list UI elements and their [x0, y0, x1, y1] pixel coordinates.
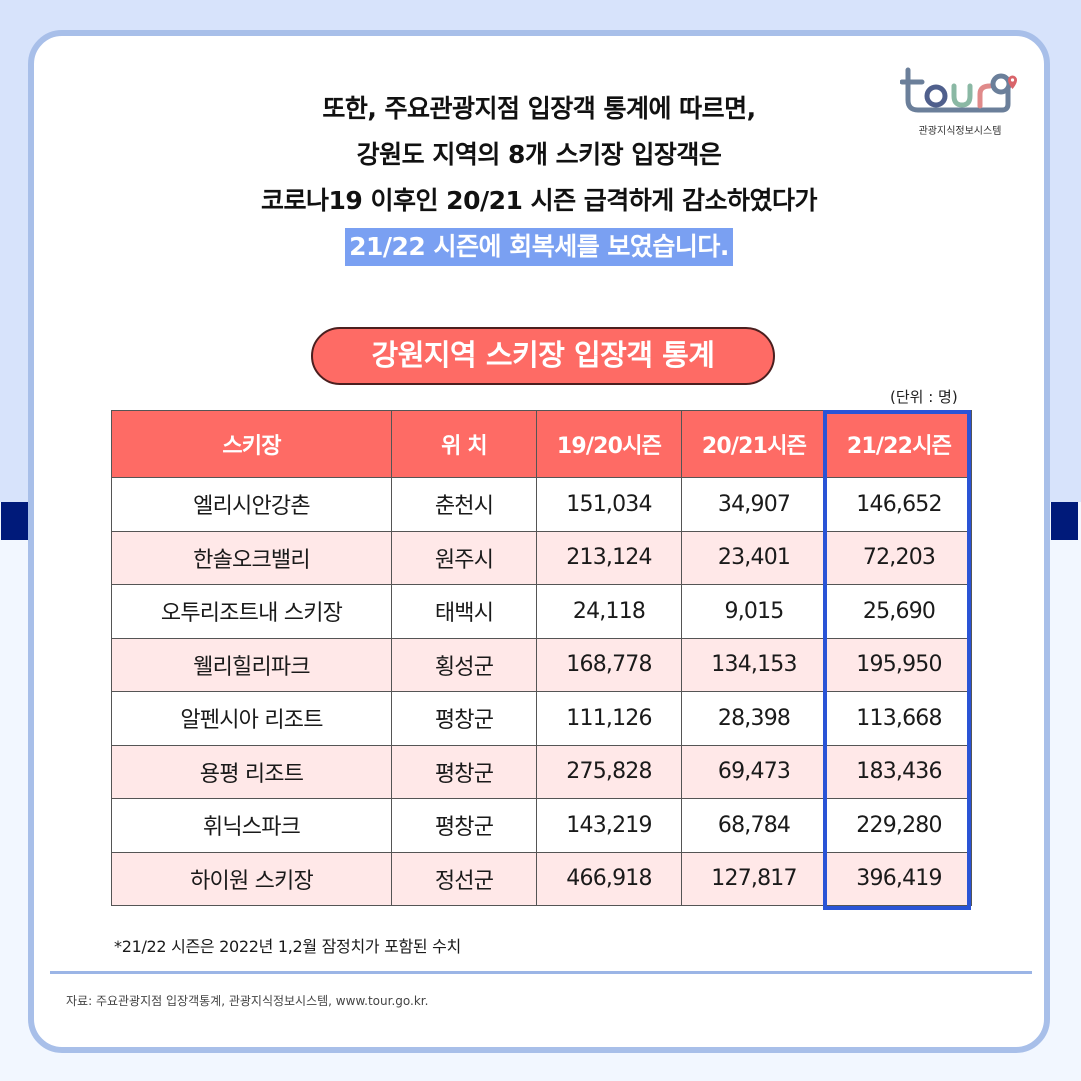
- ski-resort-table: 스키장 위 치 19/20시즌 20/21시즌 21/22시즌 엘리시안강촌 춘…: [111, 410, 972, 906]
- cell-resort: 휘닉스파크: [111, 798, 392, 853]
- cell-21-22: 72,203: [826, 530, 972, 585]
- cell-resort: 하이원 스키장: [111, 851, 392, 906]
- header-season-19-20: 19/20시즌: [536, 410, 682, 478]
- header-location: 위 치: [391, 410, 537, 478]
- headline-highlight: 21/22 시즌에 회복세를 보였습니다.: [345, 228, 733, 266]
- footnote: *21/22 시즌은 2022년 1,2월 잠정치가 포함된 수치: [114, 937, 461, 956]
- cell-19-20: 275,828: [536, 744, 682, 799]
- cell-19-20: 24,118: [536, 584, 682, 639]
- cell-19-20: 168,778: [536, 637, 682, 692]
- headline-line-1: 또한, 주요관광지점 입장객 통계에 따르면,: [322, 94, 756, 123]
- section-title-pill: 강원지역 스키장 입장객 통계: [311, 327, 775, 385]
- cell-location: 태백시: [391, 584, 537, 639]
- left-side-block: [1, 502, 28, 540]
- headline: 또한, 주요관광지점 입장객 통계에 따르면, 강원도 지역의 8개 스키장 입…: [34, 86, 1044, 270]
- tour9-logo-icon: [899, 67, 1017, 113]
- headline-line-2: 강원도 지역의 8개 스키장 입장객은: [356, 140, 722, 169]
- tour9-logo: 관광지식정보시스템: [899, 60, 1020, 140]
- cell-20-21: 134,153: [681, 637, 827, 692]
- content-card: 관광지식정보시스템 또한, 주요관광지점 입장객 통계에 따르면, 강원도 지역…: [28, 30, 1050, 1053]
- table-header-row: 스키장 위 치 19/20시즌 20/21시즌 21/22시즌: [111, 410, 972, 478]
- cell-location: 횡성군: [391, 637, 537, 692]
- cell-20-21: 9,015: [681, 584, 827, 639]
- header-season-20-21: 20/21시즌: [681, 410, 827, 478]
- cell-19-20: 151,034: [536, 477, 682, 532]
- cell-resort: 알펜시아 리조트: [111, 691, 392, 746]
- cell-location: 정선군: [391, 851, 537, 906]
- unit-label: (단위 : 명): [890, 388, 958, 406]
- cell-location: 평창군: [391, 798, 537, 853]
- table-row: 웰리힐리파크 횡성군 168,778 134,153 195,950: [111, 637, 972, 692]
- cell-19-20: 143,219: [536, 798, 682, 853]
- cell-location: 평창군: [391, 691, 537, 746]
- table-row: 한솔오크밸리 원주시 213,124 23,401 72,203: [111, 530, 972, 585]
- cell-20-21: 68,784: [681, 798, 827, 853]
- table-row: 오투리조트내 스키장 태백시 24,118 9,015 25,690: [111, 584, 972, 639]
- header-ski-resort: 스키장: [111, 410, 392, 478]
- cell-20-21: 23,401: [681, 530, 827, 585]
- cell-location: 원주시: [391, 530, 537, 585]
- cell-20-21: 34,907: [681, 477, 827, 532]
- footer-divider: [50, 971, 1032, 974]
- table-row: 엘리시안강촌 춘천시 151,034 34,907 146,652: [111, 477, 972, 532]
- cell-19-20: 466,918: [536, 851, 682, 906]
- table-row: 휘닉스파크 평창군 143,219 68,784 229,280: [111, 798, 972, 853]
- cell-resort: 웰리힐리파크: [111, 637, 392, 692]
- cell-location: 춘천시: [391, 477, 537, 532]
- cell-21-22: 146,652: [826, 477, 972, 532]
- header-season-21-22: 21/22시즌: [826, 410, 972, 478]
- table-row: 하이원 스키장 정선군 466,918 127,817 396,419: [111, 851, 972, 906]
- cell-resort: 한솔오크밸리: [111, 530, 392, 585]
- table-row: 용평 리조트 평창군 275,828 69,473 183,436: [111, 744, 972, 799]
- cell-21-22: 183,436: [826, 744, 972, 799]
- right-side-block: [1051, 502, 1078, 540]
- cell-19-20: 111,126: [536, 691, 682, 746]
- cell-21-22: 229,280: [826, 798, 972, 853]
- headline-line-3: 코로나19 이후인 20/21 시즌 급격하게 감소하였다가: [260, 186, 818, 215]
- cell-21-22: 25,690: [826, 584, 972, 639]
- table-row: 알펜시아 리조트 평창군 111,126 28,398 113,668: [111, 691, 972, 746]
- cell-20-21: 28,398: [681, 691, 827, 746]
- logo-subtitle: 관광지식정보시스템: [918, 126, 1002, 137]
- cell-20-21: 127,817: [681, 851, 827, 906]
- cell-21-22: 195,950: [826, 637, 972, 692]
- cell-19-20: 213,124: [536, 530, 682, 585]
- cell-21-22: 396,419: [826, 851, 972, 906]
- cell-resort: 오투리조트내 스키장: [111, 584, 392, 639]
- source-citation: 자료: 주요관광지점 입장객통계, 관광지식정보시스템, www.tour.go…: [66, 994, 429, 1008]
- cell-20-21: 69,473: [681, 744, 827, 799]
- cell-resort: 용평 리조트: [111, 744, 392, 799]
- cell-resort: 엘리시안강촌: [111, 477, 392, 532]
- cell-location: 평창군: [391, 744, 537, 799]
- cell-21-22: 113,668: [826, 691, 972, 746]
